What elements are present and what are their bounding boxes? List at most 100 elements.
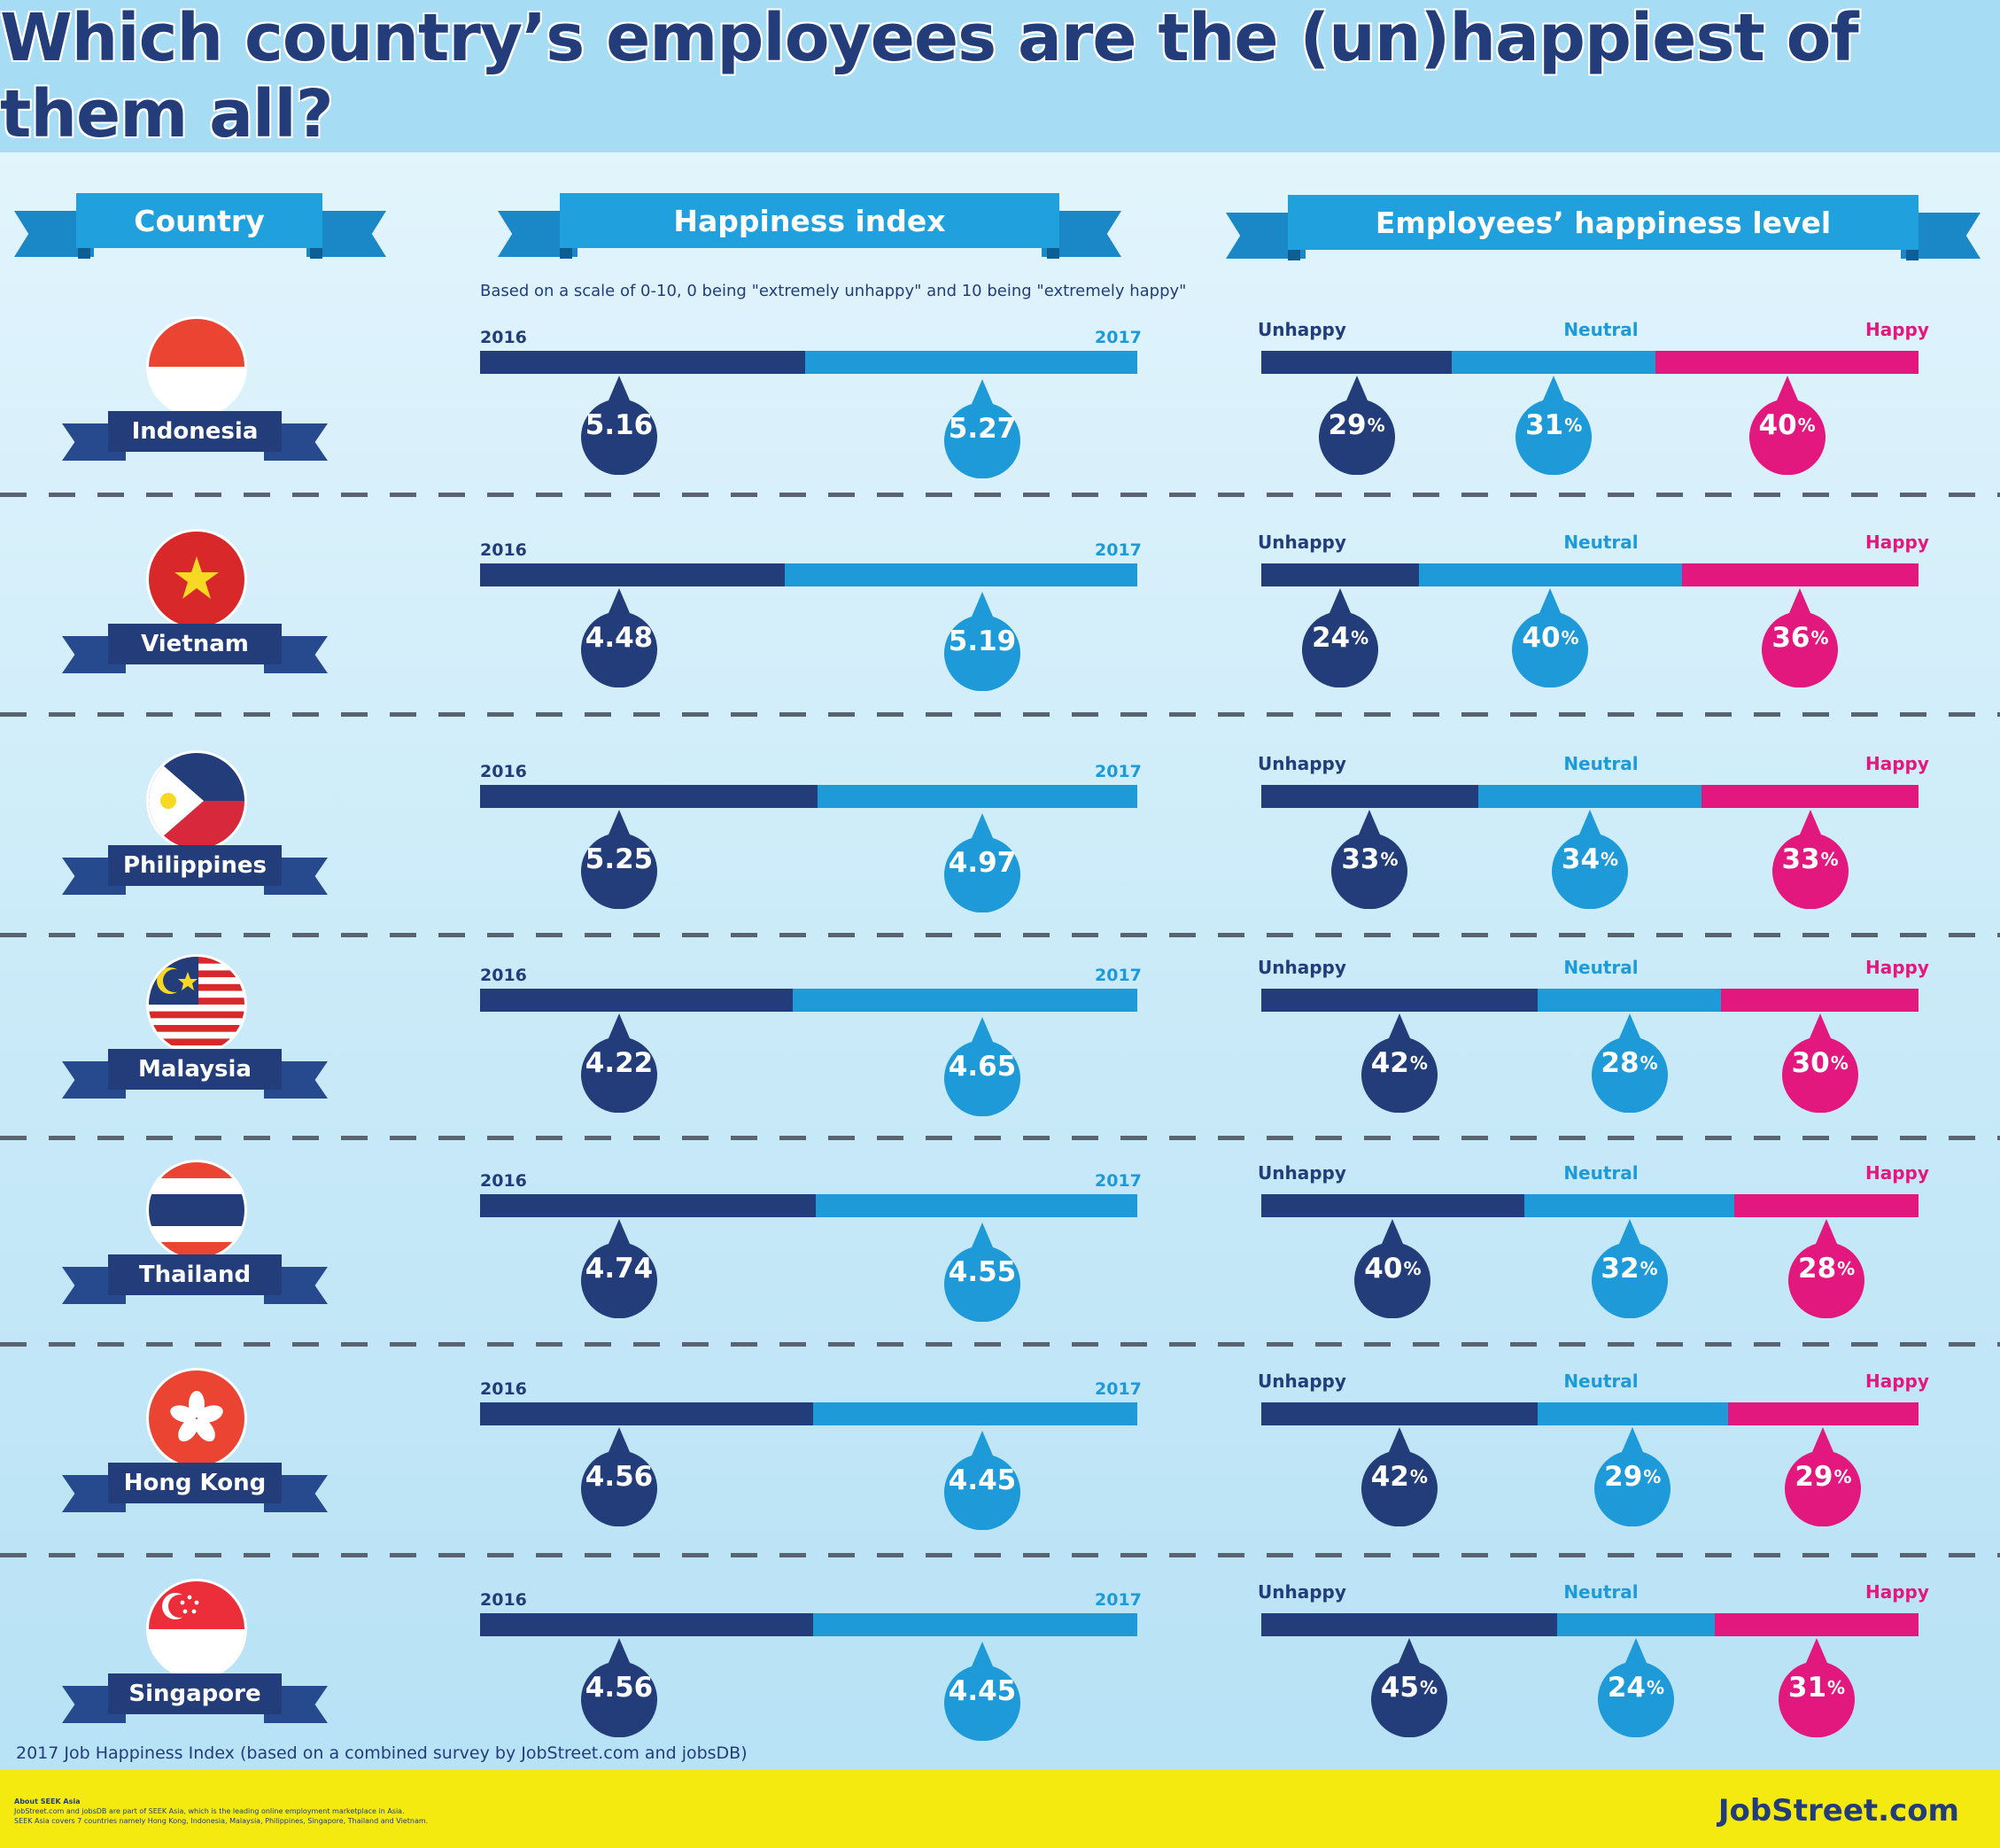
- unhappy-label: Unhappy: [1258, 753, 1346, 774]
- happy-segment: [1727, 1402, 1919, 1425]
- happy-percent-text: 31%: [1779, 1661, 1855, 1714]
- neutral-percent-value: 32: [1601, 1253, 1640, 1285]
- neutral-label: Neutral: [1563, 1581, 1639, 1603]
- neutral-percent-text: 24%: [1598, 1661, 1674, 1714]
- unhappy-segment: [1261, 989, 1538, 1012]
- index-bar-2016: [480, 785, 818, 808]
- level-bar: [1261, 351, 1919, 374]
- unhappy-percent-value: 42: [1370, 1461, 1409, 1493]
- unhappy-percent: 33%: [1331, 810, 1408, 909]
- percent-sign: %: [1564, 415, 1583, 436]
- happy-percent-text: 33%: [1772, 833, 1849, 886]
- year-2016-label: 2016: [480, 1171, 527, 1191]
- country-name: Malaysia: [108, 1049, 282, 1090]
- happy-percent-value: 31: [1787, 1672, 1827, 1704]
- year-2017-label: 2017: [1095, 1171, 1142, 1191]
- happy-segment: [1655, 351, 1919, 374]
- neutral-segment: [1477, 785, 1702, 808]
- index-bar-2017: [818, 785, 1137, 808]
- happy-percent-text: 28%: [1788, 1242, 1864, 1295]
- unhappy-percent: 29%: [1318, 376, 1395, 475]
- neutral-segment: [1537, 989, 1722, 1012]
- year-2016-label: 2016: [480, 540, 527, 560]
- index-bar-2016: [480, 563, 785, 586]
- year-2017-label: 2017: [1095, 540, 1142, 560]
- unhappy-segment: [1261, 351, 1453, 374]
- neutral-percent: 28%: [1591, 1013, 1668, 1113]
- neutral-segment: [1537, 1402, 1728, 1425]
- percent-sign: %: [1561, 627, 1579, 648]
- neutral-label: Neutral: [1563, 532, 1639, 553]
- index-2016-value: 4.74: [581, 1219, 657, 1318]
- scale-note: Based on a scale of 0-10, 0 being "extre…: [480, 282, 1187, 300]
- indonesia-flag: [149, 319, 244, 415]
- unhappy-segment: [1261, 1613, 1557, 1636]
- percent-sign: %: [1409, 1052, 1428, 1074]
- level-header-banner: Employees’ happiness level: [1226, 195, 1981, 260]
- index-2016-text: 4.56: [585, 1461, 654, 1493]
- neutral-label: Neutral: [1563, 1162, 1639, 1184]
- happy-label: Happy: [1865, 753, 1929, 774]
- percent-sign: %: [1409, 1466, 1428, 1487]
- country-name: Thailand: [108, 1254, 282, 1295]
- unhappy-percent-text: 42%: [1361, 1450, 1438, 1503]
- index-2016-value: 5.16: [581, 376, 657, 475]
- year-2016-label: 2016: [480, 762, 527, 781]
- happy-percent: 29%: [1785, 1427, 1862, 1526]
- percent-sign: %: [1419, 1677, 1438, 1698]
- unhappy-segment: [1261, 1402, 1538, 1425]
- row-divider: [0, 933, 2000, 937]
- happy-label: Happy: [1865, 319, 1929, 340]
- percent-sign: %: [1351, 627, 1369, 648]
- unhappy-label: Unhappy: [1258, 1162, 1346, 1184]
- country-ribbon: Indonesia: [62, 411, 328, 461]
- row-divider: [0, 493, 2000, 497]
- unhappy-percent: 40%: [1354, 1219, 1431, 1318]
- index-bar-2017: [805, 351, 1137, 374]
- year-2017-label: 2017: [1095, 328, 1142, 347]
- neutral-percent-text: 28%: [1592, 1037, 1668, 1090]
- neutral-percent: 32%: [1591, 1219, 1668, 1318]
- unhappy-label: Unhappy: [1258, 1370, 1346, 1392]
- unhappy-label: Unhappy: [1258, 319, 1346, 340]
- level-bar: [1261, 1194, 1919, 1217]
- vietnam-flag: [149, 532, 244, 627]
- unhappy-segment: [1261, 1194, 1524, 1217]
- happy-percent: 33%: [1771, 810, 1849, 909]
- index-2016-text: 4.74: [585, 1253, 654, 1285]
- index-2016-value: 4.22: [581, 1013, 657, 1113]
- index-2017-text: 5.27: [948, 413, 1017, 445]
- neutral-percent-text: 32%: [1592, 1242, 1668, 1295]
- neutral-label: Neutral: [1563, 319, 1639, 340]
- neutral-percent: 24%: [1597, 1638, 1674, 1737]
- country-ribbon: Hong Kong: [62, 1463, 328, 1512]
- happy-percent: 31%: [1778, 1638, 1855, 1737]
- index-bar: [480, 1194, 1137, 1217]
- index-2016-text: 4.48: [585, 622, 654, 654]
- index-2016-value: 4.56: [581, 1638, 657, 1737]
- unhappy-percent-value: 24: [1311, 622, 1351, 654]
- index-bar-2016: [480, 1613, 813, 1636]
- row-divider: [0, 1553, 2000, 1557]
- happy-percent: 30%: [1781, 1013, 1858, 1113]
- index-2017-text: 4.45: [948, 1464, 1017, 1496]
- index-2017-text: 4.65: [948, 1051, 1017, 1083]
- happy-segment: [1681, 563, 1919, 586]
- happy-percent-value: 33: [1781, 843, 1820, 875]
- neutral-label: Neutral: [1563, 957, 1639, 978]
- index-bar: [480, 989, 1137, 1012]
- happy-percent-value: 36: [1771, 622, 1810, 654]
- percent-sign: %: [1643, 1466, 1662, 1487]
- index-2016-text: 5.16: [585, 409, 654, 441]
- unhappy-percent: 24%: [1302, 588, 1379, 687]
- country-name: Indonesia: [108, 411, 282, 452]
- happy-percent-value: 29: [1795, 1461, 1833, 1493]
- year-2017-label: 2017: [1095, 1379, 1142, 1399]
- index-bar-2017: [793, 989, 1137, 1012]
- year-2017-label: 2017: [1095, 762, 1142, 781]
- index-bar-2017: [815, 1194, 1137, 1217]
- percent-sign: %: [1827, 1677, 1846, 1698]
- index-2016-value: 4.56: [581, 1427, 657, 1526]
- level-bar: [1261, 785, 1919, 808]
- happy-percent: 40%: [1748, 376, 1826, 475]
